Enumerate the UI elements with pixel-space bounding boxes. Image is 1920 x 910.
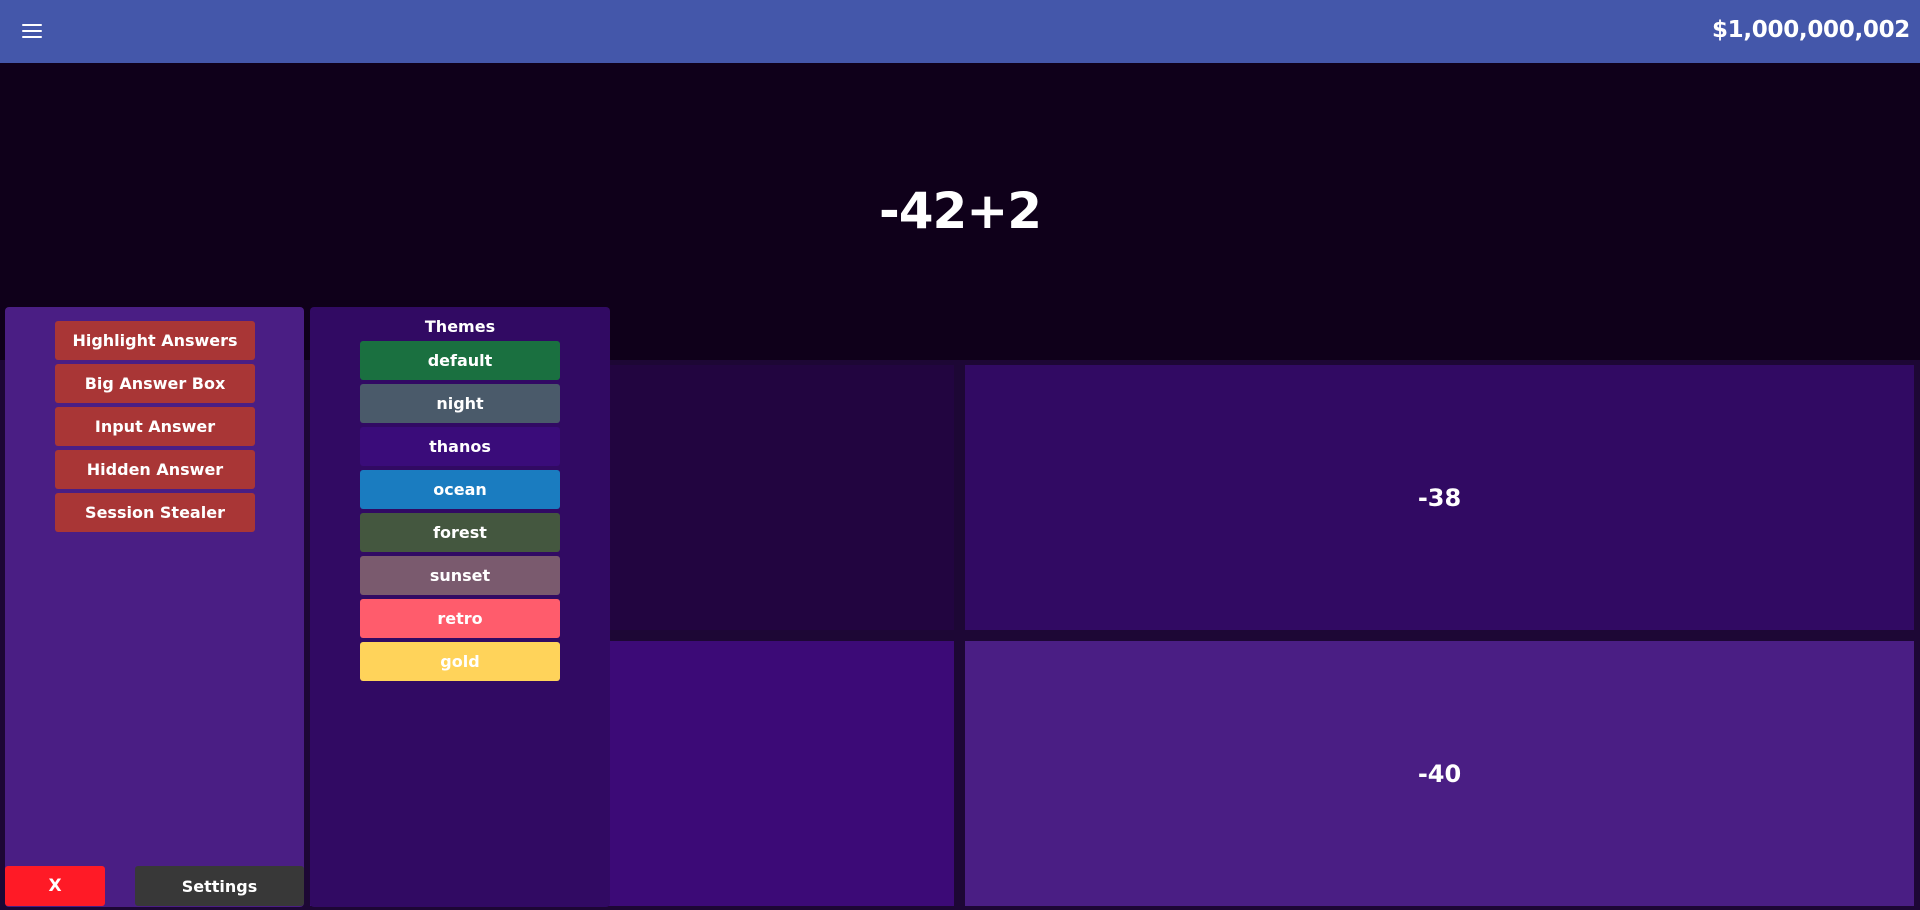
- highlight-answers-button[interactable]: Highlight Answers: [55, 321, 255, 360]
- theme-night-button[interactable]: night: [360, 384, 560, 423]
- answer-label-4: -40: [1417, 759, 1462, 788]
- answer-option-2[interactable]: -38: [965, 365, 1914, 630]
- settings-button[interactable]: Settings: [135, 866, 304, 906]
- input-answer-button[interactable]: Input Answer: [55, 407, 255, 446]
- question-text: -42+2: [878, 182, 1042, 240]
- theme-gold-button[interactable]: gold: [360, 642, 560, 681]
- answer-option-4[interactable]: -40: [965, 641, 1914, 906]
- theme-thanos-button[interactable]: thanos: [360, 427, 560, 466]
- theme-forest-button[interactable]: forest: [360, 513, 560, 552]
- money-counter: $1,000,000,002: [1711, 17, 1910, 43]
- themes-title: Themes: [424, 317, 496, 336]
- answer-label-2: -38: [1417, 483, 1462, 512]
- hidden-answer-button[interactable]: Hidden Answer: [55, 450, 255, 489]
- close-button[interactable]: X: [5, 866, 105, 906]
- theme-sunset-button[interactable]: sunset: [360, 556, 560, 595]
- top-bar: $1,000,000,002: [0, 0, 1920, 63]
- session-stealer-button[interactable]: Session Stealer: [55, 493, 255, 532]
- hamburger-menu-icon[interactable]: [22, 24, 42, 40]
- cheats-panel: Highlight Answers Big Answer Box Input A…: [5, 307, 304, 907]
- theme-ocean-button[interactable]: ocean: [360, 470, 560, 509]
- themes-panel: Themes default night thanos ocean forest…: [310, 307, 610, 907]
- big-answer-box-button[interactable]: Big Answer Box: [55, 364, 255, 403]
- theme-retro-button[interactable]: retro: [360, 599, 560, 638]
- theme-default-button[interactable]: default: [360, 341, 560, 380]
